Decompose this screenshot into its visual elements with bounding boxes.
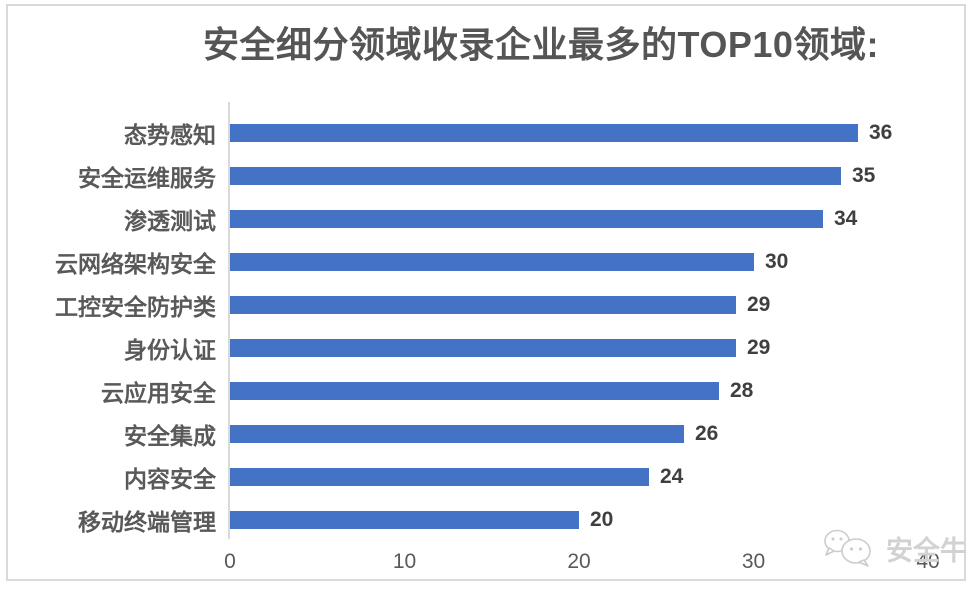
- value-label: 36: [869, 120, 893, 144]
- bar-track: 26: [230, 422, 964, 446]
- value-label: 20: [590, 507, 614, 531]
- bar-track: 29: [230, 336, 964, 360]
- bar-row: 安全运维服务 35: [8, 154, 964, 197]
- value-label: 30: [765, 249, 789, 273]
- watermark-label: 安全牛: [886, 535, 967, 566]
- bar-row: 身份认证 29: [8, 326, 964, 369]
- bar-row: 移动终端管理 20: [8, 498, 964, 541]
- value-label: 29: [747, 292, 771, 316]
- bar-row: 渗透测试 34: [8, 197, 964, 240]
- bar-track: 36: [230, 121, 964, 145]
- bar: [230, 209, 823, 228]
- category-label: 渗透测试: [124, 207, 216, 234]
- bar-track: 20: [230, 508, 964, 532]
- bar-row: 态势感知 36: [8, 111, 964, 154]
- bar-row: 云网络架构安全 30: [8, 240, 964, 283]
- category-label: 云应用安全: [101, 379, 216, 406]
- value-label: 26: [695, 421, 719, 445]
- y-axis-line: [228, 102, 230, 539]
- bar: [230, 381, 719, 400]
- category-label: 态势感知: [124, 121, 216, 148]
- bar-track: 24: [230, 465, 964, 489]
- category-label: 移动终端管理: [78, 508, 216, 535]
- bar-row: 工控安全防护类 29: [8, 283, 964, 326]
- bar: [230, 510, 579, 529]
- bar: [230, 166, 841, 185]
- value-label: 28: [730, 378, 754, 402]
- bar: [230, 338, 736, 357]
- category-label: 安全集成: [124, 422, 216, 449]
- x-axis-tick: 40: [916, 550, 940, 573]
- bar-row: 安全集成 26: [8, 412, 964, 455]
- bar: [230, 424, 684, 443]
- bar-track: 28: [230, 379, 964, 403]
- bar: [230, 467, 649, 486]
- wechat-chat-bubbles-icon: [824, 529, 871, 567]
- bar-track: 29: [230, 293, 964, 317]
- x-axis: 0 10 20 30 40: [8, 549, 964, 575]
- category-label: 内容安全: [124, 465, 216, 492]
- x-axis-tick: 0: [224, 550, 236, 573]
- category-label: 安全运维服务: [78, 164, 216, 191]
- bar: [230, 295, 736, 314]
- bar-track: 30: [230, 250, 964, 274]
- x-axis-tick: 30: [741, 550, 766, 573]
- bar: [230, 123, 858, 142]
- bar-row: 内容安全 24: [8, 455, 964, 498]
- category-label: 工控安全防护类: [55, 293, 216, 320]
- category-label: 云网络架构安全: [55, 250, 216, 277]
- x-axis-tick: 20: [567, 550, 591, 573]
- value-label: 34: [834, 206, 858, 230]
- bar-row: 云应用安全 28: [8, 369, 964, 412]
- watermark: 安全牛: [822, 528, 967, 568]
- bar-track: 35: [230, 164, 964, 188]
- value-label: 24: [660, 464, 684, 488]
- bar: [230, 252, 754, 271]
- value-label: 29: [747, 335, 771, 359]
- category-label: 身份认证: [124, 336, 216, 363]
- chart-frame: 安全细分领域收录企业最多的TOP10领域: 态势感知 36 安全运维服务 35 渗透测试…: [6, 4, 967, 581]
- bar-rows: 态势感知 36 安全运维服务 35 渗透测试 34 云网络架构安全 30 工控安全防护类 29 身份…: [8, 111, 964, 541]
- bar-track: 34: [230, 207, 964, 231]
- chart-title: 安全细分领域收录企业最多的TOP10领域:: [203, 24, 879, 65]
- value-label: 35: [852, 163, 876, 187]
- x-axis-tick: 10: [392, 550, 417, 573]
